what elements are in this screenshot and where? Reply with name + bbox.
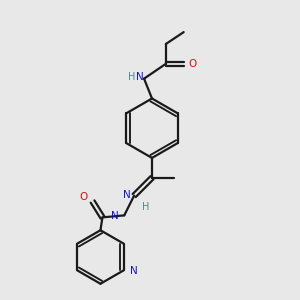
Text: O: O — [80, 192, 88, 202]
Text: H: H — [128, 72, 136, 82]
Text: N: N — [123, 190, 131, 200]
Text: N: N — [136, 72, 144, 82]
Text: N: N — [130, 266, 137, 276]
Text: H: H — [142, 202, 150, 212]
Text: O: O — [188, 59, 197, 69]
Text: N: N — [111, 212, 119, 221]
